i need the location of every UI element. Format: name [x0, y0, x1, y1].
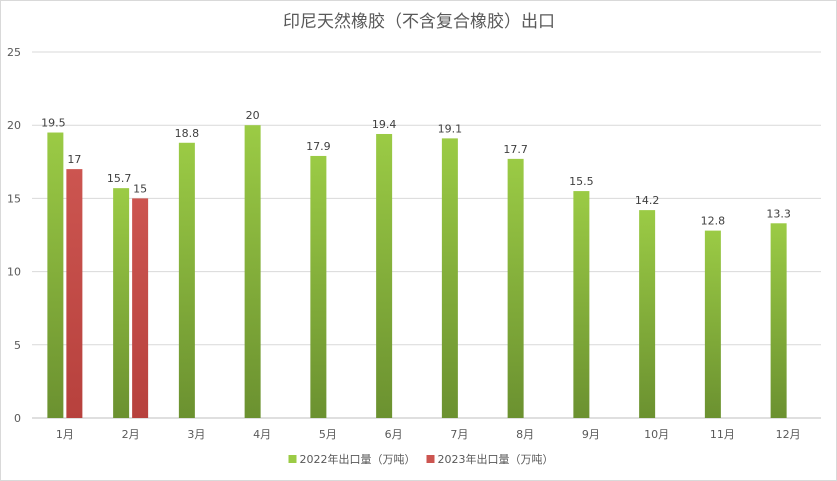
data-label: 19.4: [372, 118, 397, 131]
bar-2022-12: [770, 223, 787, 418]
data-label: 20: [246, 109, 260, 122]
legend-label: 2023年出口量（万吨）: [438, 452, 554, 466]
data-label: 19.1: [438, 122, 463, 135]
y-tick-label: 0: [14, 412, 21, 425]
data-label: 12.8: [701, 215, 726, 228]
data-label: 17.7: [503, 143, 528, 156]
data-label: 17: [67, 153, 81, 166]
bar-2022-7: [441, 138, 458, 418]
data-label: 17.9: [306, 140, 331, 153]
bar-2022-11: [704, 230, 721, 418]
y-tick-label: 10: [7, 266, 21, 279]
bar-2022-10: [639, 210, 656, 418]
x-tick-label: 7月: [450, 428, 468, 441]
bar-2023-1: [66, 169, 83, 418]
data-label: 14.2: [635, 194, 660, 207]
y-tick-label: 15: [7, 192, 21, 205]
x-tick-label: 2月: [122, 428, 140, 441]
x-tick-label: 6月: [385, 428, 403, 441]
x-tick-label: 11月: [710, 428, 735, 441]
bar-2022-2: [113, 188, 130, 418]
y-tick-label: 5: [14, 339, 21, 352]
bar-2022-9: [573, 191, 590, 418]
x-tick-label: 12月: [776, 428, 801, 441]
bar-2022-8: [507, 158, 524, 418]
bar-2022-4: [244, 125, 261, 418]
x-tick-label: 10月: [644, 428, 669, 441]
x-tick-label: 5月: [319, 428, 337, 441]
chart-title: 印尼天然橡胶（不含复合橡胶）出口: [283, 12, 555, 32]
legend-swatch: [426, 455, 435, 463]
x-tick-label: 3月: [187, 428, 205, 441]
bar-2022-5: [310, 155, 327, 418]
x-tick-label: 8月: [516, 428, 534, 441]
data-label: 15: [133, 182, 147, 195]
x-tick-label: 1月: [56, 428, 74, 441]
x-tick-label: 4月: [253, 428, 271, 441]
data-label: 18.8: [175, 127, 200, 140]
y-tick-label: 25: [7, 46, 21, 59]
legend-label: 2022年出口量（万吨）: [300, 452, 416, 466]
x-tick-label: 9月: [582, 428, 600, 441]
legend-swatch: [288, 455, 297, 463]
bar-2023-2: [132, 198, 149, 418]
data-label: 15.5: [569, 175, 594, 188]
bar-2022-1: [47, 132, 64, 418]
data-label: 19.5: [41, 117, 66, 130]
data-label: 15.7: [107, 172, 132, 185]
data-label: 13.3: [766, 207, 791, 220]
bar-2022-3: [178, 142, 195, 418]
bar-2022-6: [376, 133, 393, 418]
y-tick-label: 20: [7, 119, 21, 132]
